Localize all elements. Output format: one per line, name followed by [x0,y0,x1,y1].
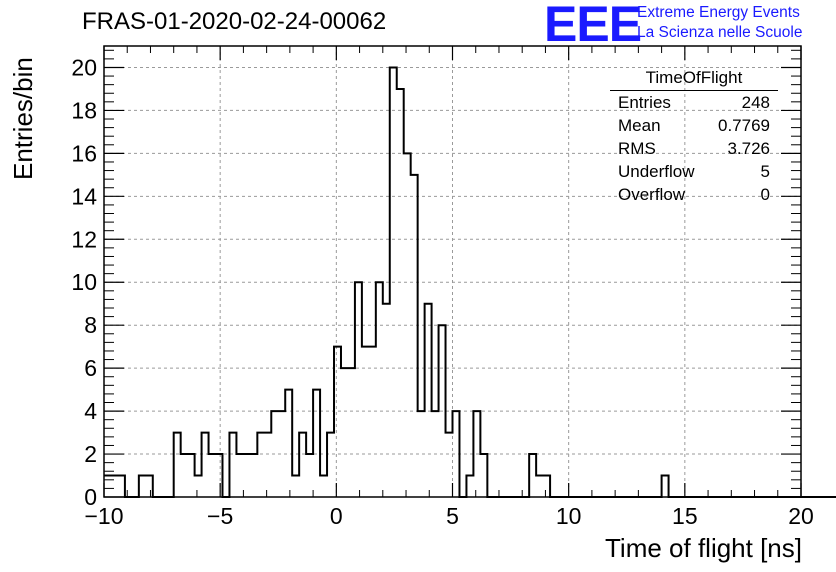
x-tick-label: −10 [84,503,123,529]
stats-label: Entries [618,93,671,112]
y-tick-label: 14 [71,183,97,209]
stats-row-underflow: Underflow 5 [618,162,770,182]
x-tick-label: 15 [672,503,698,529]
y-tick-label: 20 [71,54,97,80]
stats-label: Underflow [618,162,695,181]
y-axis-label: Entries/bin [8,57,38,180]
stats-label: Mean [618,116,661,135]
stats-label: RMS [618,139,656,158]
logo-text-line-2: La Scienza nelle Scuole [637,24,803,41]
x-axis-label: Time of flight [ns] [605,533,802,563]
x-tick-label: −5 [207,503,233,529]
stats-row-rms: RMS 3.726 [618,139,770,159]
logo-text-line-1: Extreme Energy Events [637,4,800,21]
stats-row-entries: Entries 248 [618,93,770,113]
y-tick-label: 16 [71,140,97,166]
stats-value: 3.726 [727,139,770,158]
x-tick-label: 20 [788,503,814,529]
x-tick-label: 10 [556,503,582,529]
stats-label: Overflow [618,185,686,204]
x-tick-label: 5 [446,503,459,529]
y-tick-label: 10 [71,269,97,295]
axis-ticks [103,46,802,498]
y-tick-label: 2 [84,441,97,467]
stats-box-divider [610,90,778,91]
chart-title: FRAS-01-2020-02-24-00062 [82,8,387,35]
y-tick-label: 8 [84,312,97,338]
stats-row-mean: Mean 0.7769 [618,116,770,136]
histogram-series [104,66,836,498]
x-tick-label: 0 [330,503,343,529]
stats-value: 5 [760,162,770,181]
y-tick-label: 18 [71,97,97,123]
eee-logo: EEE [544,0,642,52]
stats-value: 0 [760,185,770,204]
stats-value: 0.7769 [718,116,770,135]
y-tick-label: 12 [71,226,97,252]
y-tick-label: 4 [84,398,97,424]
stats-box-title: TimeOfFlight [645,68,743,87]
y-tick-label: 0 [84,484,97,510]
axis-tick-labels: −10 −5 0 5 10 15 20 0 2 4 6 8 10 12 14 16 18 20 [71,54,813,529]
plot-frame [103,45,802,498]
y-tick-label: 6 [84,355,97,381]
stats-value: 248 [741,93,770,112]
stats-row-overflow: Overflow 0 [618,185,770,205]
histogram-outline [104,66,836,498]
